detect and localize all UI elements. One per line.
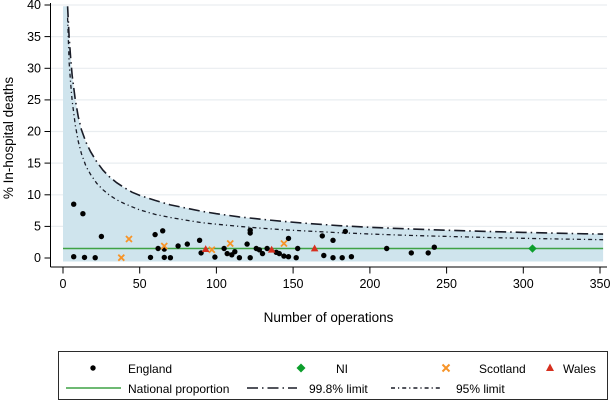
scotland-point: [117, 254, 125, 262]
legend-label-998-limit: 99.8% limit: [309, 382, 368, 396]
legend-label-national-proportion: National proportion: [128, 382, 230, 396]
legend-label-ni: NI: [336, 362, 348, 376]
wales-point: [267, 245, 276, 253]
scotland-point: [226, 239, 234, 248]
england-point: [285, 235, 292, 242]
ni-diamond-icon: [296, 363, 306, 373]
funnel-plot-canvas: 0 5 10 15 20 25 30 35 40 0 50 100 150 200 250 300 350: [27, 0, 611, 291]
x-tick-label: 50: [133, 277, 147, 291]
x-tick-label: 0: [60, 277, 67, 291]
england-point: [155, 245, 161, 252]
y-tick-label: 15: [27, 156, 41, 170]
y-tick-label: 30: [27, 62, 41, 76]
england-point: [256, 247, 263, 253]
england-dot-icon: [90, 365, 96, 371]
x-tick-label: 300: [513, 277, 534, 291]
wales-triangle-icon: [546, 363, 554, 371]
england-point: [71, 201, 77, 207]
england-point: [330, 255, 336, 261]
england-point: [293, 255, 299, 261]
limit-998-curve: [66, 6, 604, 235]
england-point: [167, 255, 174, 261]
england-point: [276, 250, 282, 257]
y-tick-label: 35: [27, 30, 41, 44]
y-tick-label: 10: [27, 188, 41, 202]
wales-point: [310, 244, 319, 252]
scotland-point: [208, 246, 216, 254]
y-tick-label: 20: [27, 125, 41, 139]
england-point: [247, 230, 253, 236]
scotland-point: [125, 235, 133, 243]
england-point: [236, 255, 243, 261]
england-point: [232, 249, 238, 255]
legend-label-england: England: [128, 362, 173, 376]
england-point: [384, 245, 390, 252]
x-tick-label: 150: [283, 277, 304, 291]
england-point: [259, 250, 266, 257]
england-point: [175, 243, 181, 249]
legend-label-scotland: Scotland: [479, 362, 526, 376]
funnel-fill: [63, 6, 604, 262]
england-point: [264, 245, 270, 252]
england-point: [98, 233, 105, 240]
y-tick-label: 25: [27, 93, 41, 107]
england-point: [321, 252, 327, 259]
x-tick-label: 200: [359, 277, 380, 291]
england-point: [81, 254, 88, 261]
y-axis-title: % In-hospital deaths: [1, 76, 16, 200]
legend-label-95-limit: 95% limit: [456, 382, 505, 396]
england-point: [221, 245, 227, 252]
england-point: [161, 254, 167, 261]
england-point: [184, 241, 190, 247]
england-point: [160, 228, 166, 234]
england-point: [348, 254, 355, 260]
x-tick-label: 100: [206, 277, 227, 291]
england-point: [281, 253, 287, 259]
england-point: [92, 255, 98, 261]
y-tick-label: 40: [27, 0, 41, 12]
x-tick-label: 350: [590, 277, 611, 291]
legend: England NI Scotland Wales National propo…: [58, 351, 608, 400]
england-point: [425, 250, 431, 256]
scotland-x-icon: [441, 363, 451, 373]
england-point: [71, 254, 77, 260]
england-point: [342, 228, 348, 235]
england-point: [244, 241, 250, 247]
england-point: [196, 237, 203, 243]
legend-label-wales: Wales: [563, 362, 596, 376]
wales-point: [201, 245, 210, 252]
england-point: [152, 231, 158, 238]
y-tick-label: 5: [34, 220, 41, 234]
england-point: [330, 237, 336, 243]
scotland-point: [160, 242, 168, 250]
england-point: [339, 255, 345, 261]
ni-point: [528, 244, 537, 253]
england-point: [247, 255, 253, 261]
england-point: [319, 233, 325, 239]
england-point: [212, 254, 218, 260]
y-tick-label: 0: [34, 251, 41, 265]
x-axis-title: Number of operations: [263, 310, 394, 325]
x-tick-label: 250: [436, 277, 457, 291]
england-point: [431, 244, 437, 250]
england-point: [408, 250, 414, 256]
legend-samples: [66, 363, 554, 389]
scotland-point: [280, 239, 288, 248]
england-point: [285, 254, 292, 260]
plot-area: 0 5 10 15 20 25 30 35 40 0 50 100 150 200 250 300 350: [27, 0, 611, 291]
england-point: [80, 211, 86, 217]
england-point: [224, 250, 230, 257]
england-point: [295, 245, 301, 252]
england-point: [147, 254, 154, 261]
